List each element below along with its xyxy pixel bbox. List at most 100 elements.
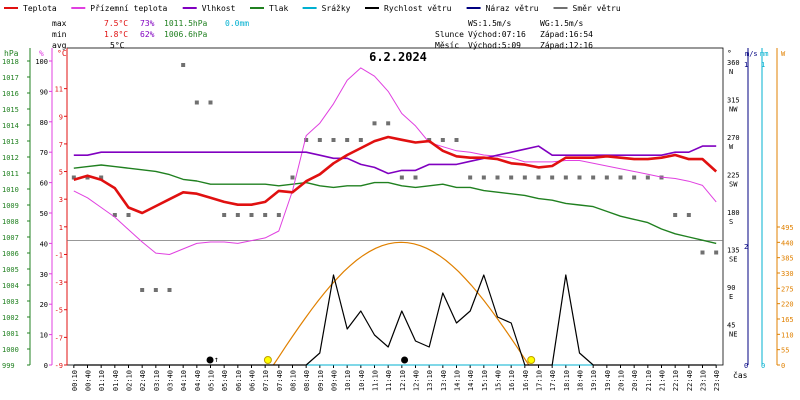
wind-direction-point — [563, 175, 568, 180]
wind-direction-point — [481, 175, 486, 180]
wind-direction-point — [331, 138, 336, 142]
radiation-tick-label: 440 — [781, 239, 794, 247]
hpa-tick-label: 1002 — [2, 314, 19, 322]
rain-tick-label: 1 — [761, 61, 765, 69]
x-tick-label: 21:10 — [645, 370, 653, 391]
hpa-tick-label: 1012 — [2, 154, 19, 162]
x-tick-label: 09:40 — [331, 370, 339, 391]
celsius-tick-label: 11 — [55, 86, 63, 94]
direction-unit: ° — [727, 49, 732, 58]
wind-direction-point — [235, 213, 240, 217]
x-tick-label: 13:40 — [440, 370, 448, 391]
stats-max-label: max — [52, 19, 67, 28]
x-tick-label: 03:10 — [153, 370, 161, 391]
radiation-tick-label: 165 — [781, 316, 794, 324]
wind-direction-point — [454, 138, 459, 142]
legend-label-6: Náraz větru — [486, 4, 539, 13]
percent-tick-label: 20 — [40, 301, 48, 309]
legend-label-7: Směr větru — [573, 4, 621, 13]
percent-tick-label: 30 — [40, 271, 48, 279]
wind-direction-point — [618, 175, 623, 180]
legend-label-4: Srážky — [322, 4, 351, 13]
wind-direction-point — [222, 213, 227, 217]
rain-unit: mm — [760, 50, 768, 58]
x-tick-label: 08:10 — [290, 370, 298, 391]
wind-tick-label: 2 — [744, 243, 748, 251]
direction-tick-value: 90 — [727, 284, 735, 292]
celsius-tick-label: -5 — [55, 307, 63, 315]
plot-area: ↑ — [67, 63, 723, 366]
radiation-tick-label: 55 — [781, 347, 789, 355]
direction-tick-label: N — [729, 68, 733, 76]
celsius-tick-label: 9 — [59, 113, 63, 121]
hpa-tick-label: 1007 — [2, 234, 19, 242]
direction-tick-label: NW — [729, 106, 738, 114]
wind-direction-point — [495, 175, 500, 180]
direction-tick-value: 225 — [727, 172, 740, 180]
x-tick-label: 12:10 — [399, 370, 407, 391]
legend-label-2: Vlhkost — [202, 4, 236, 13]
celsius-unit: °C — [57, 49, 67, 58]
hpa-tick-label: 1018 — [2, 58, 19, 66]
moon-event-label: ↑ — [214, 355, 219, 364]
x-tick-label: 06:10 — [235, 370, 243, 391]
sun-event-icon — [527, 356, 536, 364]
wind-direction-point — [714, 250, 719, 255]
hpa-tick-label: 1013 — [2, 138, 19, 146]
moon-event-icon — [401, 356, 409, 364]
wind-direction-point — [536, 175, 541, 180]
wind-direction-point — [700, 250, 705, 255]
hpa-tick-label: 1011 — [2, 170, 19, 178]
wind-direction-point — [263, 213, 268, 217]
chart-title: 6.2.2024 — [369, 50, 427, 64]
x-tick-label: 21:40 — [659, 370, 667, 391]
direction-tick-label: W — [729, 143, 734, 151]
x-tick-label: 08:40 — [303, 370, 311, 391]
direction-tick-value: 45 — [727, 322, 735, 330]
hpa-tick-label: 1001 — [2, 330, 19, 338]
x-tick-label: 05:40 — [221, 370, 229, 391]
direction-tick-label: NE — [729, 331, 737, 339]
hpa-tick-label: 999 — [2, 362, 15, 370]
hpa-tick-label: 1015 — [2, 106, 19, 114]
info-slunce: Slunce — [435, 30, 464, 39]
radiation-tick-label: 275 — [781, 285, 794, 293]
stats-avg-temp: 5°C — [110, 41, 125, 50]
x-tick-label: 07:10 — [262, 370, 270, 391]
wind-direction-point — [71, 175, 76, 180]
x-tick-label: 22:10 — [672, 370, 680, 391]
rain-tick-label: 0 — [761, 362, 765, 370]
direction-tick-value: 135 — [727, 247, 740, 255]
radiation-unit: W — [781, 50, 786, 58]
direction-tick-value: 315 — [727, 97, 740, 105]
legend: Teplota Přízemní teplota Vlhkost Tlak Srážky… — [4, 4, 621, 13]
x-tick-label: 19:40 — [604, 370, 612, 391]
x-tick-label: 02:40 — [139, 370, 147, 391]
percent-tick-label: 80 — [40, 119, 48, 127]
x-tick-label: 11:40 — [385, 370, 393, 391]
axes: hPa% °C ° m/s mm W999100010011002100310041005… — [2, 47, 794, 391]
x-tick-label: 02:10 — [126, 370, 134, 391]
x-tick-label: 05:10 — [208, 370, 216, 391]
x-tick-label: 20:40 — [631, 370, 639, 391]
wind-direction-point — [468, 175, 473, 180]
wind-direction-point — [645, 175, 650, 180]
series-line-humidity — [73, 145, 717, 175]
x-tick-label: 20:10 — [618, 370, 626, 391]
sun-elevation-curve — [272, 241, 530, 366]
info-moon-rise: Východ:5:09 — [468, 41, 521, 50]
wind-direction-point — [208, 100, 213, 105]
wind-direction-point — [386, 121, 391, 126]
x-tick-label: 13:10 — [426, 370, 434, 391]
x-tick-label: 00:40 — [85, 370, 93, 391]
legend-label-5: Rychlost větru — [384, 4, 452, 13]
x-tick-label: 16:10 — [508, 370, 516, 391]
hpa-tick-label: 1016 — [2, 90, 19, 98]
celsius-tick-label: 7 — [59, 141, 63, 149]
stats-block: max 7.5°C 73% 1011.5hPa 0.0mm min 1.8°C … — [52, 19, 249, 50]
direction-tick-value: 270 — [727, 134, 740, 142]
wind-direction-point — [550, 175, 555, 180]
direction-tick-label: SW — [729, 181, 738, 189]
legend-label-1: Přízemní teplota — [90, 4, 167, 13]
